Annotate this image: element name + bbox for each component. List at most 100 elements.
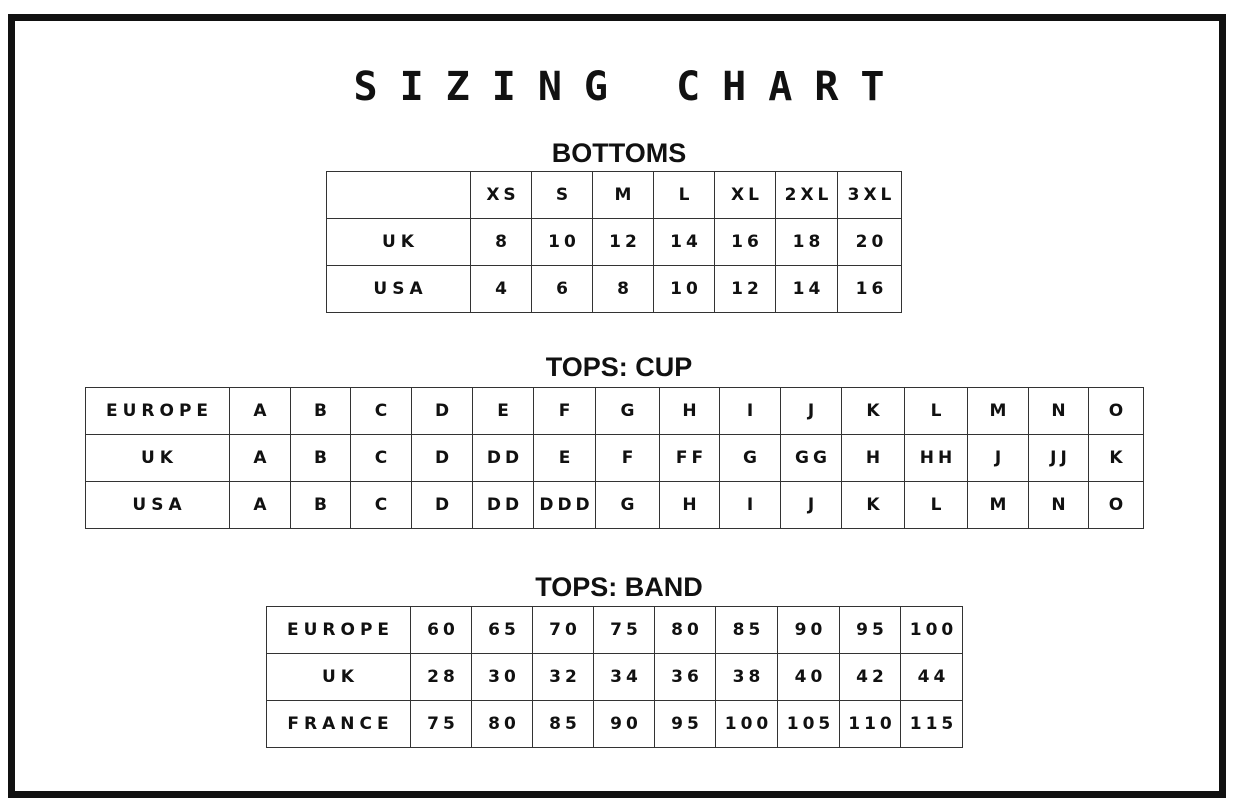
table-cell: L <box>653 171 715 219</box>
table-cell: FF <box>659 434 720 482</box>
row-label: UK <box>85 434 230 482</box>
row-label: UK <box>326 218 471 266</box>
table-cell: 16 <box>837 265 902 313</box>
table-cell: D <box>411 434 473 482</box>
table-cell: 16 <box>714 218 776 266</box>
table-cell: J <box>780 481 842 529</box>
page-title: SIZING CHART <box>353 64 907 110</box>
table-cell: 90 <box>593 700 655 748</box>
tops-cup-table: EUROPE A B C D E F G H I J K L M N O UK A B C D DD E F FF G GG H HH J… <box>85 387 1144 529</box>
table-row: USA 4 6 8 10 12 14 16 <box>326 265 902 313</box>
row-label: EUROPE <box>85 387 230 435</box>
table-row: EUROPE 60 65 70 75 80 85 90 95 100 <box>266 606 963 654</box>
table-cell: H <box>659 387 720 435</box>
table-cell: C <box>350 481 412 529</box>
table-cell: 100 <box>900 606 963 654</box>
table-cell: A <box>229 387 291 435</box>
table-cell: E <box>533 434 596 482</box>
table-row: USA A B C D DD DDD G H I J K L M N O <box>85 481 1144 529</box>
table-cell: 10 <box>653 265 715 313</box>
row-label: FRANCE <box>266 700 411 748</box>
table-cell: XS <box>470 171 532 219</box>
table-cell: 110 <box>839 700 901 748</box>
table-cell: G <box>719 434 781 482</box>
table-cell: 6 <box>531 265 593 313</box>
table-cell: 8 <box>592 265 654 313</box>
table-cell: L <box>904 481 968 529</box>
table-cell: G <box>595 481 660 529</box>
table-cell: C <box>350 434 412 482</box>
table-cell: 18 <box>775 218 838 266</box>
table-cell: 65 <box>471 606 533 654</box>
row-label: UK <box>266 653 411 701</box>
table-cell: GG <box>780 434 842 482</box>
table-cell: C <box>350 387 412 435</box>
table-cell: 115 <box>900 700 963 748</box>
table-cell: 42 <box>839 653 901 701</box>
table-cell: 30 <box>471 653 533 701</box>
table-cell: DDD <box>533 481 596 529</box>
table-row: XS S M L XL 2XL 3XL <box>326 171 902 219</box>
table-cell: 95 <box>654 700 716 748</box>
table-cell: DD <box>472 481 534 529</box>
table-cell: B <box>290 481 351 529</box>
table-row: UK A B C D DD E F FF G GG H HH J JJ K <box>85 434 1144 482</box>
table-cell: O <box>1088 481 1144 529</box>
table-cell: A <box>229 434 291 482</box>
table-cell: E <box>472 387 534 435</box>
table-cell: HH <box>904 434 968 482</box>
table-cell: F <box>595 434 660 482</box>
table-row: EUROPE A B C D E F G H I J K L M N O <box>85 387 1144 435</box>
page-border <box>8 14 1226 798</box>
table-cell: 90 <box>777 606 840 654</box>
table-cell: 75 <box>593 606 655 654</box>
tops-band-table: EUROPE 60 65 70 75 80 85 90 95 100 UK 28 30 32 34 36 38 4… <box>266 606 963 748</box>
table-cell: 40 <box>777 653 840 701</box>
bottoms-table: XS S M L XL 2XL 3XL UK 8 10 12 14 16 18 20 USA 4 6 8 10 12 14… <box>326 171 902 313</box>
table-cell: A <box>229 481 291 529</box>
table-cell: 12 <box>714 265 776 313</box>
table-cell: 4 <box>470 265 532 313</box>
table-cell: K <box>1088 434 1144 482</box>
tops-cup-heading: TOPS: CUP <box>545 352 693 382</box>
table-cell: JJ <box>1028 434 1089 482</box>
table-cell: K <box>841 481 905 529</box>
table-cell: M <box>967 481 1029 529</box>
table-cell: K <box>841 387 905 435</box>
table-cell: 100 <box>715 700 778 748</box>
table-cell: 14 <box>653 218 715 266</box>
table-cell: 34 <box>593 653 655 701</box>
table-cell: 2XL <box>775 171 838 219</box>
table-cell: 80 <box>654 606 716 654</box>
table-cell: H <box>841 434 905 482</box>
table-cell: J <box>967 434 1029 482</box>
table-cell: M <box>967 387 1029 435</box>
table-cell: O <box>1088 387 1144 435</box>
table-cell: M <box>592 171 654 219</box>
table-row: FRANCE 75 80 85 90 95 100 105 110 115 <box>266 700 963 748</box>
table-cell: N <box>1028 481 1089 529</box>
table-cell: 75 <box>410 700 472 748</box>
table-cell: B <box>290 434 351 482</box>
table-cell: 44 <box>900 653 963 701</box>
row-label: USA <box>85 481 230 529</box>
row-label <box>326 171 471 219</box>
table-cell: I <box>719 481 781 529</box>
table-cell: L <box>904 387 968 435</box>
table-cell: DD <box>472 434 534 482</box>
table-cell: 60 <box>410 606 472 654</box>
table-cell: G <box>595 387 660 435</box>
table-cell: 36 <box>654 653 716 701</box>
table-cell: 32 <box>532 653 594 701</box>
table-cell: 80 <box>471 700 533 748</box>
table-cell: B <box>290 387 351 435</box>
table-row: UK 28 30 32 34 36 38 40 42 44 <box>266 653 963 701</box>
row-label: EUROPE <box>266 606 411 654</box>
table-cell: 14 <box>775 265 838 313</box>
table-cell: 8 <box>470 218 532 266</box>
table-cell: 105 <box>777 700 840 748</box>
table-cell: D <box>411 387 473 435</box>
tops-band-heading: TOPS: BAND <box>535 572 703 602</box>
table-cell: 28 <box>410 653 472 701</box>
table-cell: D <box>411 481 473 529</box>
